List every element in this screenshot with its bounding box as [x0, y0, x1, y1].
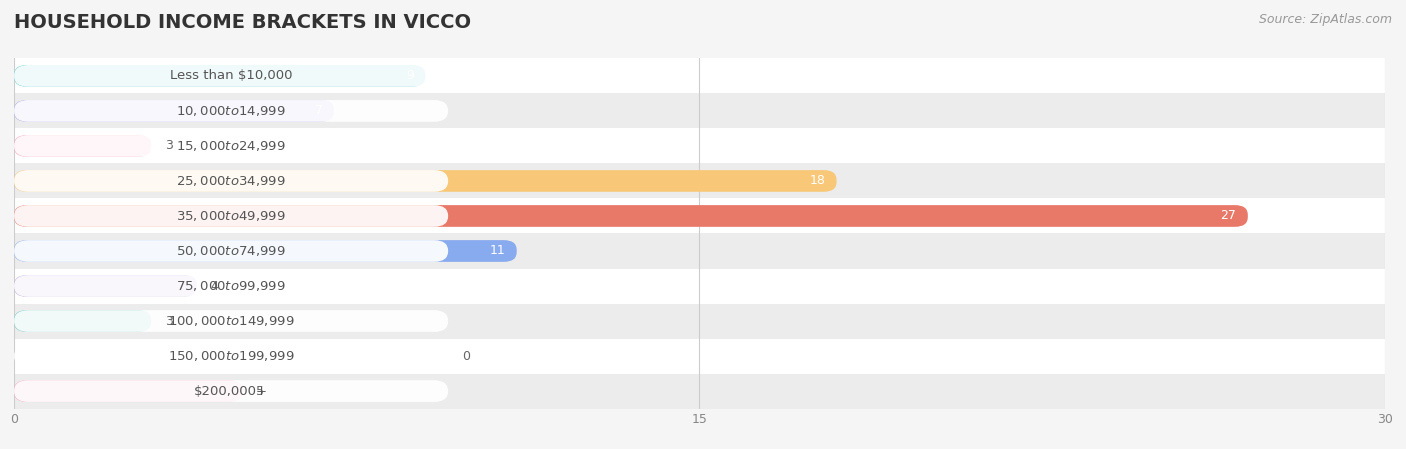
Text: HOUSEHOLD INCOME BRACKETS IN VICCO: HOUSEHOLD INCOME BRACKETS IN VICCO [14, 13, 471, 32]
FancyBboxPatch shape [14, 205, 449, 227]
FancyBboxPatch shape [14, 310, 152, 332]
Text: 4: 4 [211, 280, 218, 292]
FancyBboxPatch shape [14, 170, 449, 192]
Bar [14, 163, 1385, 198]
FancyBboxPatch shape [14, 310, 449, 332]
Text: 0: 0 [463, 350, 470, 362]
Text: 18: 18 [810, 175, 825, 187]
Text: 27: 27 [1220, 210, 1236, 222]
Text: $100,000 to $149,999: $100,000 to $149,999 [167, 314, 294, 328]
Text: $35,000 to $49,999: $35,000 to $49,999 [176, 209, 285, 223]
FancyBboxPatch shape [14, 65, 449, 87]
Bar [14, 339, 1385, 374]
Bar [14, 198, 1385, 233]
Text: 9: 9 [406, 70, 413, 82]
FancyBboxPatch shape [14, 380, 243, 402]
Text: Source: ZipAtlas.com: Source: ZipAtlas.com [1258, 13, 1392, 26]
FancyBboxPatch shape [14, 205, 1249, 227]
Bar [14, 128, 1385, 163]
FancyBboxPatch shape [14, 345, 449, 367]
Text: $25,000 to $34,999: $25,000 to $34,999 [176, 174, 285, 188]
Bar [14, 233, 1385, 269]
FancyBboxPatch shape [14, 380, 449, 402]
FancyBboxPatch shape [14, 100, 335, 122]
FancyBboxPatch shape [14, 275, 197, 297]
Text: $150,000 to $199,999: $150,000 to $199,999 [167, 349, 294, 363]
FancyBboxPatch shape [14, 240, 449, 262]
Bar [14, 374, 1385, 409]
FancyBboxPatch shape [14, 275, 449, 297]
Bar [14, 93, 1385, 128]
Text: $15,000 to $24,999: $15,000 to $24,999 [176, 139, 285, 153]
Text: Less than $10,000: Less than $10,000 [170, 70, 292, 82]
FancyBboxPatch shape [14, 240, 517, 262]
Bar [14, 269, 1385, 304]
Text: 7: 7 [315, 105, 322, 117]
Text: $10,000 to $14,999: $10,000 to $14,999 [176, 104, 285, 118]
Text: 11: 11 [489, 245, 505, 257]
Text: 3: 3 [165, 140, 173, 152]
Bar [14, 58, 1385, 93]
Text: 5: 5 [256, 385, 264, 397]
Bar [14, 304, 1385, 339]
FancyBboxPatch shape [14, 170, 837, 192]
Text: $75,000 to $99,999: $75,000 to $99,999 [176, 279, 285, 293]
Text: 3: 3 [165, 315, 173, 327]
Text: $200,000+: $200,000+ [194, 385, 269, 397]
FancyBboxPatch shape [14, 65, 426, 87]
FancyBboxPatch shape [14, 135, 449, 157]
FancyBboxPatch shape [14, 100, 449, 122]
Text: $50,000 to $74,999: $50,000 to $74,999 [176, 244, 285, 258]
FancyBboxPatch shape [14, 135, 152, 157]
